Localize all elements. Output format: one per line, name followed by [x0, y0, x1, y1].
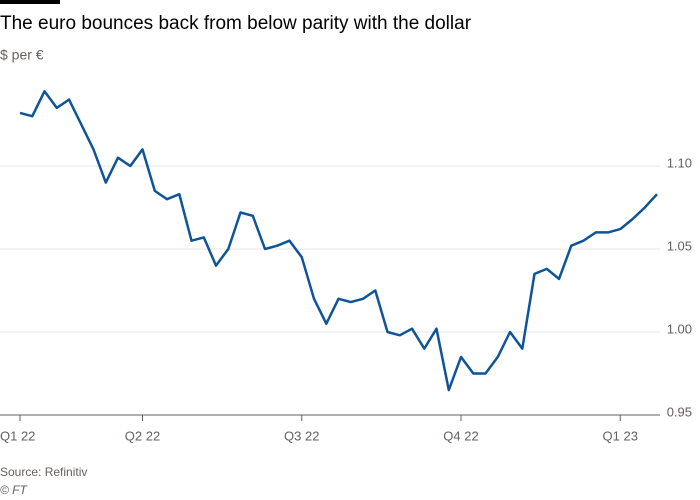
x-tick-label: Q1 23: [603, 428, 638, 443]
x-tick-label: Q4 22: [443, 428, 478, 443]
y-tick-label: 1.00: [667, 321, 692, 336]
x-tick-label: Q2 22: [125, 428, 160, 443]
y-tick-label: 1.10: [667, 155, 692, 170]
x-tick-label: Q3 22: [284, 428, 319, 443]
x-tick-label: Q1 22: [0, 428, 35, 443]
brand-bar: [0, 0, 60, 4]
line: [19, 90, 658, 392]
chart-subtitle: $ per €: [0, 47, 44, 63]
y-tick-label: 1.05: [667, 238, 692, 253]
y-tick-label: 0.95: [667, 404, 692, 419]
chart-title: The euro bounces back from below parity …: [0, 13, 472, 34]
credit: © FT: [0, 483, 29, 497]
source: Source: Refinitiv: [0, 465, 87, 479]
